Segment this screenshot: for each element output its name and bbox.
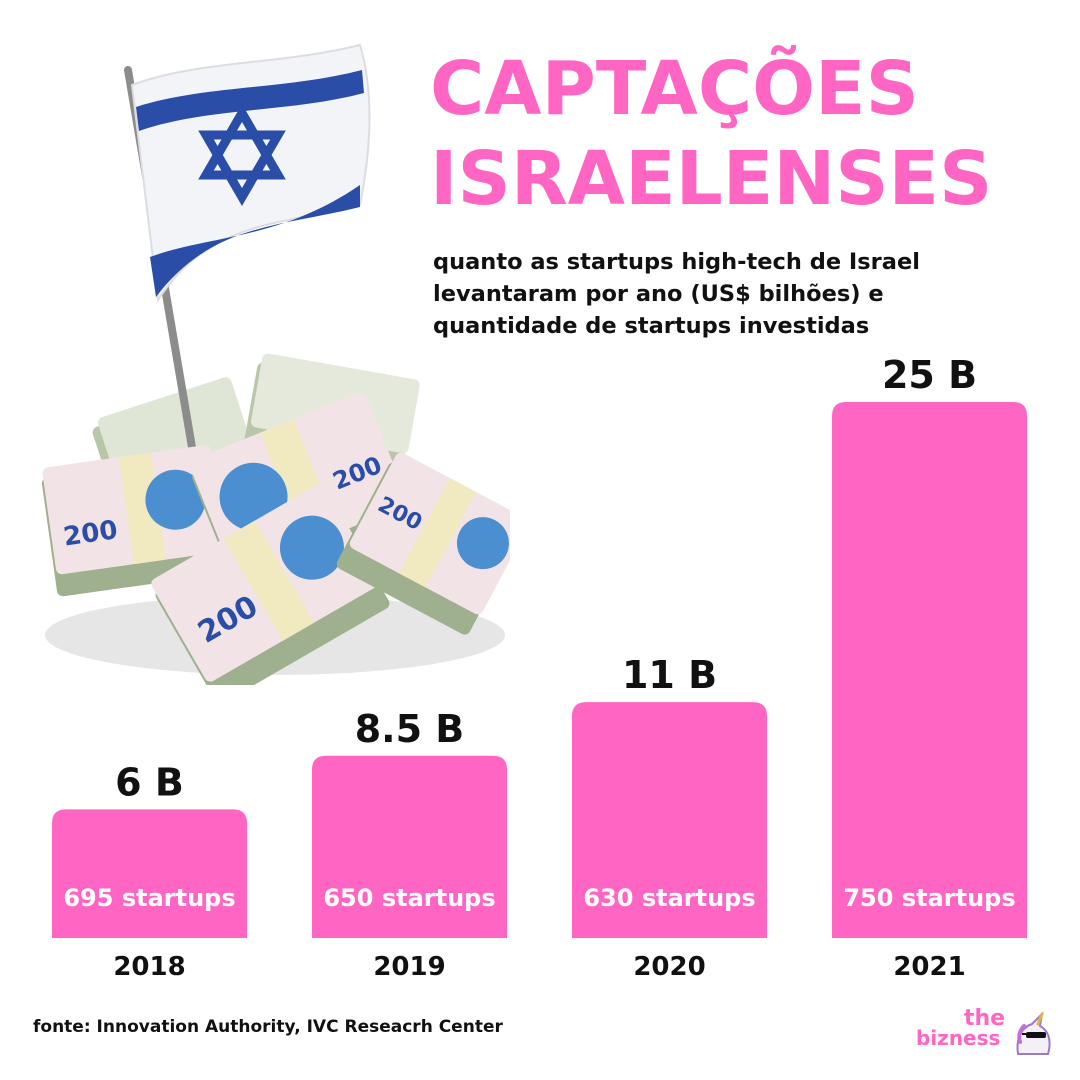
startups-label-2019: 650 startups xyxy=(323,884,495,912)
value-label-2019: 8.5 B xyxy=(355,707,465,751)
brand-logo-bizness: bizness xyxy=(916,1026,1001,1050)
bar-2018 xyxy=(52,809,247,938)
category-label-2019: 2019 xyxy=(373,952,445,982)
unicorn-icon xyxy=(1016,1011,1051,1055)
startups-label-2018: 695 startups xyxy=(63,884,235,912)
category-label-2020: 2020 xyxy=(633,952,705,982)
bar-chart: 6 B 695 startups 2018 8.5 B 650 startups 2019… xyxy=(52,353,1027,982)
bar-2020 xyxy=(572,702,767,938)
subtitle-line-2: levantaram por ano (US$ bilhões) e xyxy=(433,281,884,307)
bar-2021 xyxy=(832,402,1027,938)
subtitle-line-1: quanto as startups high-tech de Israel xyxy=(433,249,920,275)
subtitle-line-3: quantidade de startups investidas xyxy=(433,313,870,339)
startups-label-2021: 750 startups xyxy=(843,884,1015,912)
svg-text:200: 200 xyxy=(62,515,120,552)
title-line-1: CAPTAÇÕES xyxy=(430,46,919,132)
source-note: fonte: Innovation Authority, IVC Reseacr… xyxy=(33,1017,503,1037)
category-label-2018: 2018 xyxy=(113,952,185,982)
category-label-2021: 2021 xyxy=(893,952,965,982)
star-of-david-icon xyxy=(198,104,286,206)
value-label-2018: 6 B xyxy=(115,760,184,804)
value-label-2021: 25 B xyxy=(882,353,977,397)
title-line-2: ISRAELENSES xyxy=(430,136,993,222)
money-stack-right: 200 xyxy=(336,452,510,635)
value-label-2020: 11 B xyxy=(622,653,717,697)
startups-label-2020: 630 startups xyxy=(583,884,755,912)
subtitle: quanto as startups high-tech de Israel l… xyxy=(433,246,1043,342)
brand-logo: the bizness xyxy=(908,1000,1058,1060)
money-stack-left: 200 xyxy=(41,445,226,597)
money-stack-front: 200 xyxy=(151,483,390,685)
brand-logo-the: the xyxy=(964,1006,1006,1031)
bar-2019 xyxy=(312,755,507,938)
israeli-flag-on-money-stacks-icon: 200 200 200 200 xyxy=(41,43,510,685)
israeli-flag xyxy=(130,43,371,303)
